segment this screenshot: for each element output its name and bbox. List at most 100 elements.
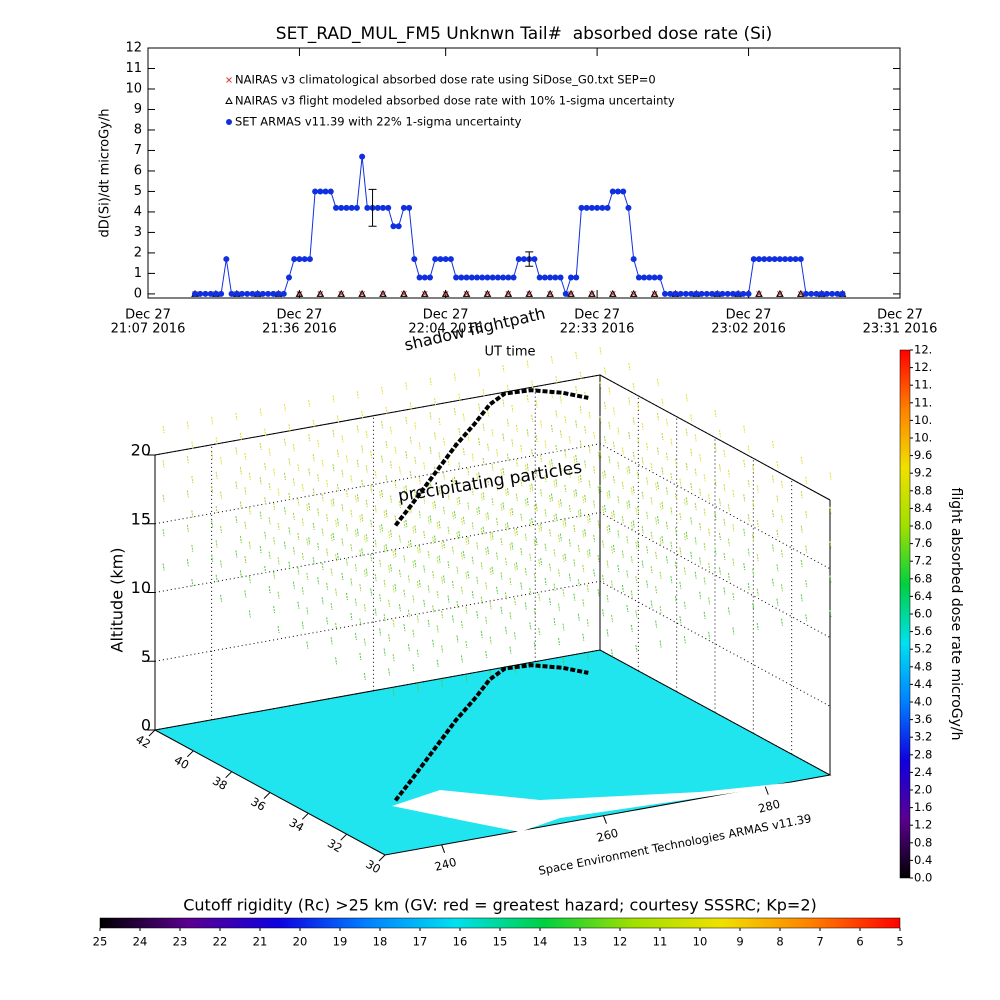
particle (603, 436, 606, 444)
particle (458, 393, 461, 401)
particle (480, 493, 483, 501)
particle (568, 470, 571, 478)
particle (427, 516, 430, 524)
particle (694, 537, 697, 545)
particle (365, 431, 368, 439)
particle (553, 617, 556, 626)
particle (776, 495, 779, 503)
particle (520, 479, 523, 487)
data-point (286, 274, 292, 281)
particle (549, 597, 552, 606)
particle (670, 507, 673, 515)
data-point (756, 291, 762, 297)
particle (511, 507, 514, 516)
particle (588, 480, 591, 488)
particle (460, 552, 463, 560)
particle (451, 581, 454, 589)
x-tick-label: 22:04 2016 (408, 322, 483, 337)
particle (268, 585, 271, 594)
data-point (421, 274, 428, 281)
particle (390, 426, 392, 434)
particle (451, 512, 454, 520)
particle (288, 458, 291, 466)
data-point (714, 290, 721, 297)
data-point (547, 291, 553, 297)
particle (398, 466, 401, 474)
particle (273, 502, 276, 511)
data-point (458, 274, 465, 281)
particle (388, 599, 391, 607)
particle (383, 579, 386, 587)
data-point (400, 289, 408, 297)
particle (476, 473, 479, 481)
y-axis-label: dD(Si)/dt microGy/h (98, 109, 113, 238)
particle (632, 451, 635, 459)
particle (441, 542, 444, 550)
particle (438, 555, 441, 563)
particle (345, 558, 348, 566)
particle (538, 559, 541, 567)
particle (186, 559, 189, 567)
data-point (437, 256, 444, 263)
particle (471, 522, 474, 530)
particle (573, 593, 576, 601)
particle (162, 529, 165, 537)
particle (732, 489, 735, 498)
data-point (635, 274, 642, 281)
data-point (761, 256, 768, 263)
data-point (578, 204, 585, 211)
colorbar-tick-label: 3.2 (914, 730, 932, 744)
particle (637, 471, 640, 479)
particle (370, 554, 373, 562)
particle (244, 555, 247, 564)
legend-label: NAIRAS v3 climatological absorbed dose r… (235, 73, 656, 87)
particle (579, 371, 582, 379)
particle (388, 634, 391, 642)
colorbar-tick-label: 19 (333, 935, 348, 949)
particle (312, 522, 315, 531)
particle (301, 552, 304, 561)
particle (381, 489, 384, 497)
particle (354, 564, 357, 572)
particle (805, 579, 808, 588)
particle (597, 486, 600, 494)
particle (496, 552, 499, 560)
particle (268, 482, 271, 491)
particle (641, 491, 644, 499)
particle (398, 535, 401, 543)
particle (584, 460, 587, 468)
particle (341, 435, 344, 443)
particle (683, 601, 686, 609)
particle (383, 614, 386, 622)
particle (732, 524, 735, 532)
particle (577, 613, 580, 621)
particle (544, 577, 547, 586)
particle (562, 554, 565, 562)
particle (515, 459, 518, 467)
particle (659, 571, 662, 579)
particle (427, 585, 430, 593)
particle (336, 449, 339, 457)
data-point (651, 291, 658, 297)
particle (555, 513, 558, 521)
particle (476, 507, 479, 516)
particle (462, 551, 465, 559)
data-point (317, 291, 324, 297)
particle (511, 404, 514, 413)
particle (412, 595, 415, 603)
particle (418, 442, 421, 450)
colorbar-tick-label: 15 (493, 935, 508, 949)
colorbar-tick-label: 8.8 (914, 483, 932, 497)
particle (723, 484, 726, 492)
particle (330, 568, 333, 576)
particle (467, 502, 470, 510)
particle (471, 556, 474, 564)
particle (608, 490, 611, 498)
particle (617, 461, 620, 469)
particle (398, 569, 401, 577)
data-point (484, 291, 491, 297)
data-point (573, 274, 580, 281)
particle (674, 561, 677, 569)
data-point (755, 289, 763, 297)
particle (635, 610, 638, 618)
